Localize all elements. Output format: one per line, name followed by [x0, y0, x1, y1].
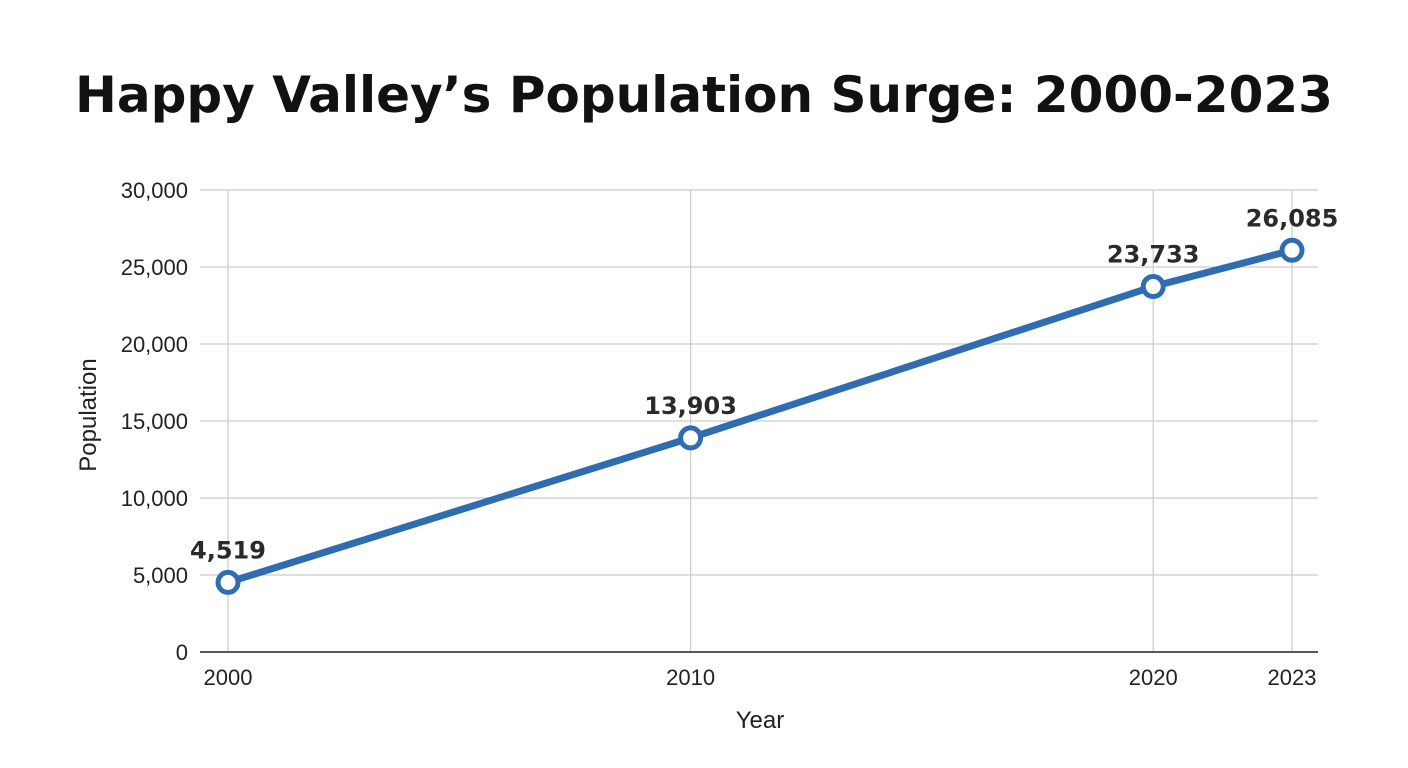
y-tick-label: 15,000 [121, 409, 188, 434]
x-tick-label: 2020 [1129, 665, 1178, 690]
data-labels: 4,519 13,903 23,733 26,085 [190, 204, 1338, 564]
data-point-marker [215, 569, 241, 595]
y-tick-label: 10,000 [121, 486, 188, 511]
series [215, 237, 1305, 595]
data-point-label: 4,519 [190, 536, 266, 564]
grid [200, 189, 1318, 652]
tick-labels: 0 5,000 10,000 15,000 20,000 25,000 30,000 2000… [121, 178, 1317, 690]
y-tick-label: 25,000 [121, 255, 188, 280]
y-tick-label: 30,000 [121, 178, 188, 203]
y-tick-label: 5,000 [133, 563, 188, 588]
data-point-label: 26,085 [1246, 204, 1339, 232]
data-point-marker [1279, 237, 1305, 263]
x-axis-title: Year [736, 707, 785, 734]
x-tick-label: 2010 [666, 665, 715, 690]
data-point-marker [678, 425, 704, 451]
data-point-label: 13,903 [644, 392, 737, 420]
chart-title: Happy Valley’s Population Surge: 2000-20… [75, 66, 1333, 124]
y-tick-label: 20,000 [121, 332, 188, 357]
x-tick-label: 2000 [204, 665, 253, 690]
series-line [224, 246, 1296, 586]
x-tick-label: 2023 [1268, 665, 1317, 690]
y-tick-label: 0 [176, 640, 188, 665]
data-point-marker [1140, 274, 1166, 300]
y-axis-title: Population [75, 358, 102, 471]
data-point-label: 23,733 [1107, 241, 1200, 269]
